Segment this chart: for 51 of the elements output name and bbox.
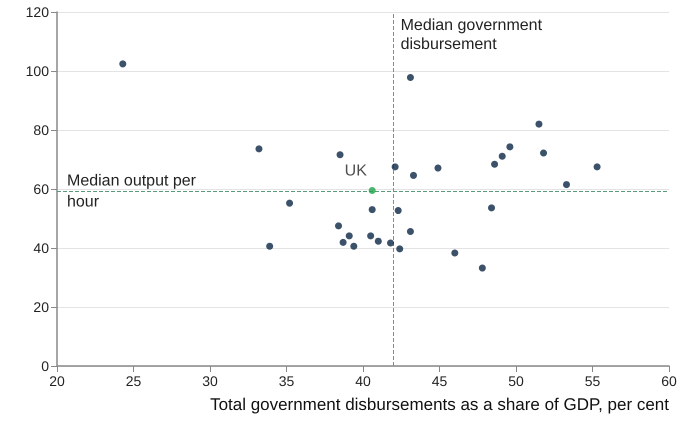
x-tick-label: 30 (202, 373, 218, 389)
point (540, 150, 548, 157)
y-tick-label: 0 (41, 358, 50, 374)
x-tick-label: 45 (432, 373, 448, 389)
point (535, 120, 542, 128)
point (368, 186, 376, 194)
point (387, 239, 394, 246)
x-tick-label: 35 (278, 373, 294, 389)
y-tick-label: 20 (33, 299, 50, 315)
x-tick-label: 60 (661, 373, 677, 389)
point (434, 164, 442, 172)
point (506, 143, 514, 150)
point (346, 232, 353, 240)
y-tick-label: 60 (33, 181, 50, 197)
point (119, 60, 126, 68)
y-tick-label: 80 (33, 122, 50, 138)
point (594, 163, 601, 170)
point (336, 151, 344, 158)
x-tick-label: 25 (126, 373, 142, 389)
x-tick-label: 20 (49, 373, 65, 389)
point (392, 163, 399, 170)
x-axis-title: Total government disbursements as a share of GDP, per cent (210, 395, 670, 414)
x-tick-label: 40 (355, 373, 371, 389)
point (488, 204, 496, 212)
x-tick-label: 50 (508, 373, 524, 389)
y-tick-label: 120 (26, 4, 50, 20)
point (286, 200, 294, 207)
point (374, 238, 382, 245)
point (491, 160, 498, 168)
point (396, 245, 404, 252)
point (340, 238, 347, 246)
point (255, 145, 262, 152)
point (367, 232, 374, 240)
point (562, 181, 570, 188)
point (350, 242, 358, 250)
y-tick-label: 40 (33, 240, 50, 256)
point (266, 242, 274, 250)
point (498, 152, 506, 160)
ref-line-label: Median government disbursement (400, 17, 546, 53)
y-tick-label: 100 (26, 63, 50, 79)
point (368, 206, 376, 214)
point (406, 74, 414, 81)
x-tick-label: 55 (584, 373, 600, 389)
point (335, 222, 342, 230)
point (410, 172, 417, 179)
series-label: UK (344, 162, 368, 180)
point (406, 228, 414, 235)
point (478, 264, 486, 272)
point (451, 250, 458, 257)
ref-line-label: Median output per hour (67, 172, 200, 211)
point (394, 207, 402, 214)
